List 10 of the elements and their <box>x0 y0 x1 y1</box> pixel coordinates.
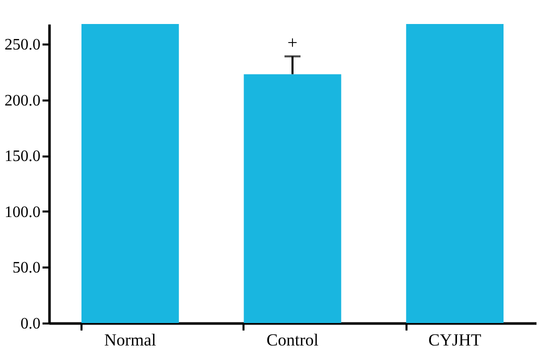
y-tick-label: 50.0 <box>12 260 40 277</box>
y-tick-label: 200.0 <box>4 92 40 110</box>
annotation: + <box>287 32 298 52</box>
y-tick-label: 150.0 <box>4 148 40 166</box>
y-tick-label: 0.0 <box>20 316 40 332</box>
y-tick-label: 250.0 <box>4 36 40 54</box>
y-tick-label: 100.0 <box>4 204 40 221</box>
x-tick-label: Normal <box>104 330 156 350</box>
x-tick-label: CYJHT <box>428 330 482 350</box>
x-tick-label: Control <box>266 330 319 350</box>
